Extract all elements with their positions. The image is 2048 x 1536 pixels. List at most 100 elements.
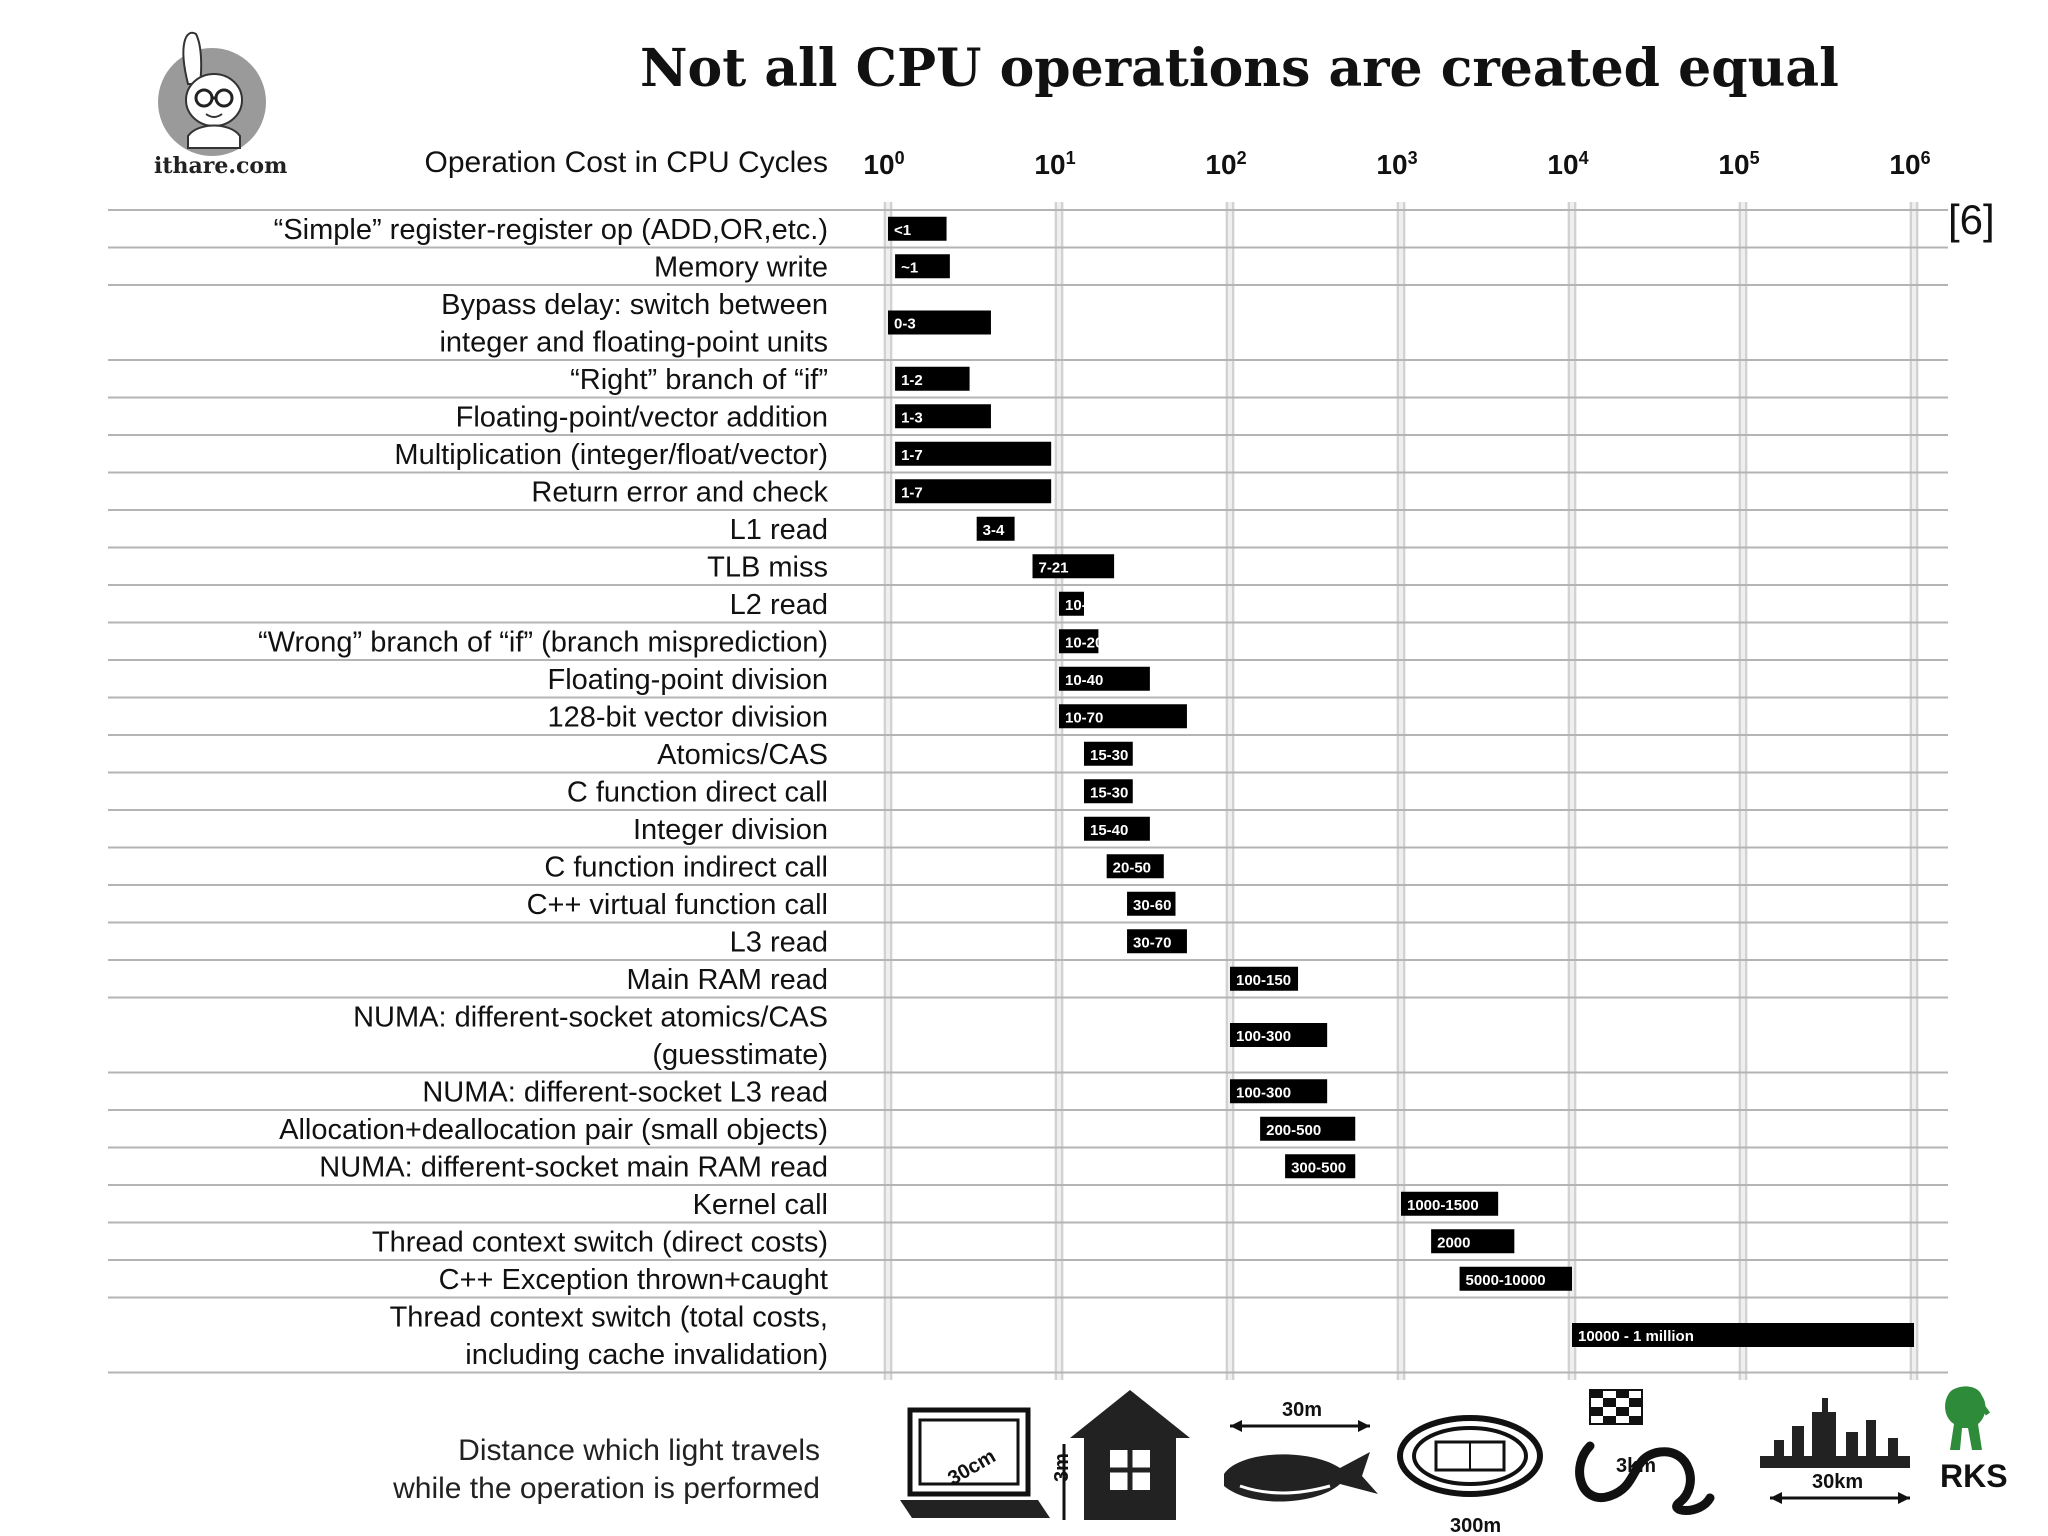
operation-label: TLB miss [707, 552, 828, 584]
cost-bar [1106, 854, 1164, 879]
cost-bar-label: 15-30 [1090, 784, 1128, 801]
cost-bar-label: 10-20 [1065, 634, 1103, 651]
gridline-band [1738, 202, 1748, 1380]
cost-bar [1431, 1229, 1515, 1254]
light-caption-line-1: Distance which light travels [458, 1434, 820, 1467]
cost-bar-label: 1-7 [901, 447, 923, 464]
cost-bar-label: 1-2 [901, 372, 923, 389]
operation-label: C++ virtual function call [527, 889, 828, 921]
cost-bar-label: 5000-10000 [1466, 1272, 1546, 1289]
cost-bar [1230, 966, 1299, 991]
green-figure-icon [1945, 1386, 1991, 1450]
cost-bar-label: 30-70 [1133, 934, 1171, 951]
gridline-band [883, 202, 893, 1380]
cost-bar-label: <1 [894, 222, 911, 239]
cost-bar-label: 0-3 [894, 316, 916, 333]
operation-label: including cache invalidation) [465, 1339, 828, 1371]
stadium-label: 300m [1450, 1515, 1501, 1536]
logo-text: ithare.com [154, 153, 288, 179]
cost-bar-label: 30-60 [1133, 897, 1171, 914]
x-tick-exponent: 6 [1921, 148, 1931, 168]
x-tick-exponent: 3 [1408, 148, 1418, 168]
light-distance-icons: 30cm 3m 30m 300m [900, 1389, 1910, 1536]
rks-text: RKS [1940, 1458, 2008, 1494]
operation-label: Thread context switch (direct costs) [372, 1227, 828, 1259]
ithare-logo [148, 24, 278, 186]
cost-bar [1127, 891, 1176, 916]
operation-label: Atomics/CAS [657, 739, 828, 771]
cost-bar [895, 254, 950, 279]
cost-bar-label: ~1 [901, 259, 918, 276]
cost-bar-chart: Operation Cost in CPU Cycles 100 101 102 103… [108, 146, 1948, 1380]
operation-label: “Wrong” branch of “if” (branch mispredic… [258, 627, 828, 659]
cost-bar [1401, 1191, 1499, 1216]
cost-bar [888, 216, 947, 241]
cost-bar [1285, 1154, 1356, 1179]
cost-bar-label: 100-150 [1236, 972, 1291, 989]
light-caption-line-2: while the operation is performed [393, 1472, 820, 1505]
cost-bar-label: 3-4 [983, 522, 1005, 539]
cost-bar [1230, 1079, 1328, 1104]
operation-label: integer and floating-point units [439, 327, 828, 359]
operation-label: C function direct call [567, 777, 828, 809]
cost-bar-label: 10-40 [1065, 672, 1103, 689]
operation-label: Thread context switch (total costs, [390, 1302, 828, 1334]
city-label: 30km [1812, 1471, 1863, 1493]
cost-bar-label: 1-3 [901, 409, 923, 426]
cost-bar [1032, 554, 1115, 579]
operation-label: Integer division [633, 814, 828, 846]
cost-bar [1572, 1323, 1914, 1347]
cost-bar-label: 15-30 [1090, 747, 1128, 764]
house-label: 3m [1051, 1453, 1073, 1482]
operation-label: Kernel call [693, 1189, 828, 1221]
rks-logo [1938, 1384, 1998, 1461]
operation-label: NUMA: different-socket L3 read [422, 1077, 828, 1109]
cost-bar [1230, 1023, 1328, 1047]
x-tick-exponent: 1 [1066, 148, 1076, 168]
stadium-track-icon: 300m [1397, 1415, 1543, 1536]
x-tick-label: 101 [1034, 148, 1075, 180]
operation-label: Floating-point/vector addition [456, 402, 828, 434]
operation-label: C function indirect call [544, 852, 828, 884]
gridline-band [1225, 202, 1235, 1380]
cost-bar [1083, 779, 1133, 804]
cost-bar [1059, 666, 1150, 691]
cost-bar-label: 15-40 [1090, 822, 1128, 839]
operation-label: Return error and check [531, 477, 828, 509]
cost-bar [976, 516, 1015, 541]
operation-label: C++ Exception thrown+caught [439, 1264, 828, 1296]
cost-bar [1459, 1266, 1572, 1291]
rabbit-mascot-icon [158, 31, 266, 156]
city-skyline-icon: 30km [1760, 1398, 1910, 1504]
x-tick-label: 103 [1376, 148, 1417, 180]
operation-label: 128-bit vector division [548, 702, 828, 734]
operation-label: NUMA: different-socket atomics/CAS [353, 1002, 828, 1034]
x-tick-label: 102 [1205, 148, 1246, 180]
house-icon: 3m [1051, 1390, 1190, 1520]
cost-bar [895, 441, 1052, 466]
cost-bar [888, 310, 991, 335]
light-distance-caption: Distance which light travels while the o… [320, 1432, 820, 1508]
cost-bar [895, 366, 970, 391]
cost-bar [1059, 704, 1187, 729]
race-label: 3km [1616, 1455, 1656, 1477]
operation-label: Multiplication (integer/float/vector) [394, 439, 828, 471]
cost-bar [1059, 591, 1084, 616]
cost-bar-label: 200-500 [1266, 1122, 1321, 1139]
whale-label: 30m [1282, 1399, 1322, 1421]
cost-bar [1127, 929, 1187, 954]
operation-label: Allocation+deallocation pair (small obje… [279, 1114, 828, 1146]
axis-title: Operation Cost in CPU Cycles [425, 146, 828, 179]
cost-bar-label: 2000 [1437, 1234, 1470, 1251]
cost-bar [895, 479, 1052, 504]
reference-marker: [6] [1948, 196, 1995, 243]
whale-icon: 30m [1224, 1399, 1378, 1502]
x-tick-exponent: 4 [1579, 148, 1589, 168]
gridline-band [1054, 202, 1064, 1380]
gridline-band [1396, 202, 1406, 1380]
race-course-icon: 3km [1575, 1389, 1715, 1515]
operation-label: Memory write [654, 252, 828, 284]
x-tick-label: 105 [1718, 148, 1759, 180]
x-tick-exponent: 5 [1750, 148, 1760, 168]
